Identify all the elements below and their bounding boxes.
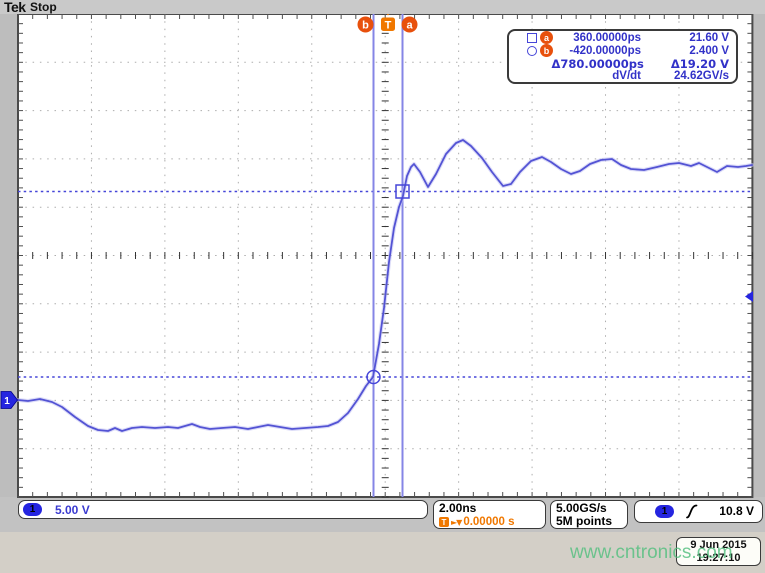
cursor-dvdt-row: dV/dt 24.62GV/s (509, 70, 736, 82)
cursor-b-time: -420.00000ps (569, 44, 641, 57)
acquisition-status: Stop (30, 0, 57, 14)
cursor-a-readout-row: a 360.00000ps 21.60 V (509, 31, 736, 44)
acquisition-box[interactable]: 5.00GS/s 5M points (550, 500, 628, 529)
cursor-delta-time: Δ780.00000ps (551, 56, 644, 71)
record-length: 5M points (556, 514, 612, 528)
cursor-a-shape-icon (527, 32, 537, 43)
trigger-box[interactable]: 1 10.8 V (634, 500, 763, 523)
cursor-a-label-letter: a (406, 20, 413, 32)
trigger-level-value: 10.8 V (719, 504, 754, 518)
trigger-position-icon: T (439, 517, 449, 527)
cursor-b-readout-row: b -420.00000ps 2.400 V (509, 44, 736, 57)
cursor-a-square-marker[interactable] (395, 184, 410, 199)
time-text: 19:27:10 (696, 551, 741, 564)
graticule-grid (17, 13, 753, 498)
cursor-b-circle-marker[interactable] (366, 369, 381, 385)
cursor-a-label-badge[interactable] (401, 16, 418, 33)
cursor-b-value: 2.400 V (689, 44, 729, 57)
cursor-b-label-letter: b (362, 20, 369, 32)
rising-edge-icon (686, 504, 698, 519)
right-edge-strip (752, 14, 765, 497)
datetime-box: 9 Jun 2015 19:27:10 (676, 537, 761, 566)
bottom-band (0, 532, 765, 573)
cursor-b-shape-icon (527, 45, 537, 56)
left-edge-strip (0, 14, 18, 497)
watermark-text: www.cntronics.com (570, 542, 733, 563)
channel1-scale-box[interactable]: 1 5.00 V (18, 500, 428, 519)
cursor-a-badge-icon: a (540, 31, 553, 44)
tek-logo: Tek (4, 0, 26, 15)
cursor-a-time: 360.00000ps (573, 31, 641, 44)
waveform-ch1 (17, 139, 753, 432)
trigger-level-arrow-icon[interactable] (745, 291, 753, 302)
date-text: 9 Jun 2015 (690, 538, 747, 551)
top-status-bar: Tek Stop (0, 0, 765, 15)
trigger-position-arrows-icon: ►▼ (451, 517, 462, 527)
ch1-ground-marker-number: 1 (4, 396, 10, 407)
cursor-readout-panel: a 360.00000ps 21.60 V b -420.00000ps 2.4… (507, 29, 738, 84)
trigger-marker-square[interactable] (381, 17, 395, 32)
scope-display: T b a 1 (0, 1, 754, 498)
cursor-b-label-badge[interactable] (357, 16, 374, 33)
trigger-source-badge: 1 (655, 505, 674, 518)
ch1-ground-marker-icon[interactable] (0, 391, 19, 409)
cursor-delta-value: Δ19.20 V (670, 56, 729, 71)
channel1-scale: 5.00 V (55, 502, 90, 517)
channel1-badge: 1 (23, 503, 42, 516)
cursor-a-value: 21.60 V (689, 31, 729, 44)
trigger-marker-letter: T (385, 20, 392, 32)
trigger-position-value: 0.00000 s (463, 516, 515, 528)
cursor-delta-row: Δ780.00000ps Δ19.20 V (509, 56, 736, 71)
horizontal-scale-box[interactable]: 2.00ns T ►▼ 0.00000 s (433, 500, 546, 529)
dvdt-label: dV/dt (612, 70, 641, 82)
timebase-value: 2.00ns (439, 501, 477, 515)
dvdt-value: 24.62GV/s (674, 70, 729, 82)
sample-rate: 5.00GS/s (556, 501, 607, 515)
cursor-b-badge-icon: b (540, 44, 553, 57)
